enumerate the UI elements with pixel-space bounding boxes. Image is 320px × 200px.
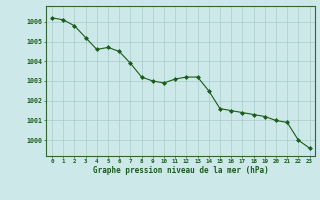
X-axis label: Graphe pression niveau de la mer (hPa): Graphe pression niveau de la mer (hPa) <box>93 166 269 175</box>
